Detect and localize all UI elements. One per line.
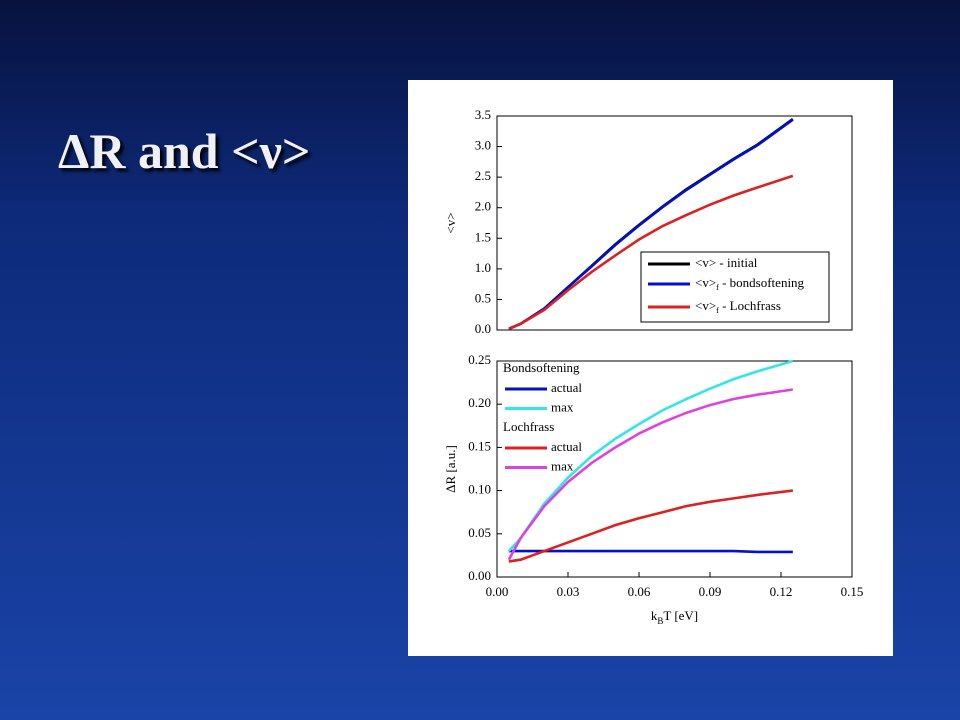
legend-label-part: <v>: [695, 298, 716, 313]
legend-label: <v>f - bondsoftening: [695, 275, 805, 292]
chart-panel: 0.00.51.01.52.02.53.03.5<v><v> - initial…: [408, 80, 893, 656]
y-tick-label: 0.0: [475, 321, 491, 336]
plot-frame: [496, 115, 853, 331]
legend-label-part: - Lochfrass: [719, 298, 781, 313]
y-tick-label: 0.05: [468, 525, 491, 540]
y-tick-label: 2.5: [475, 168, 491, 183]
x-axis-label: kBT [eV]: [651, 608, 698, 626]
y-tick-label: 2.0: [475, 199, 491, 214]
y-tick-label: 1.0: [475, 260, 491, 275]
legend-label-part: - bondsoftening: [719, 275, 805, 290]
legend-label-part: f: [716, 306, 719, 315]
y-tick-label: 0.00: [468, 568, 491, 583]
data-line: [507, 359, 794, 552]
legend-label-part: f: [716, 283, 719, 292]
x-axis-label-part: k: [651, 608, 658, 623]
x-tick-label: 0.15: [841, 584, 864, 599]
x-tick-label: 0.09: [699, 584, 722, 599]
legend-label: actual: [551, 439, 582, 454]
legend-label: max: [551, 399, 574, 414]
y-tick-label: 0.10: [468, 482, 491, 497]
legend-label: <v>f - Lochfrass: [695, 298, 781, 315]
legend-label-part: <v>: [695, 275, 716, 290]
legend-label: max: [551, 458, 574, 473]
y-tick-label: 0.5: [475, 290, 491, 305]
x-tick-label: 0.03: [557, 584, 580, 599]
data-line: [507, 388, 794, 561]
x-tick-label: 0.06: [628, 584, 651, 599]
data-line: [508, 489, 793, 563]
slide-title: ΔR and <ν>: [58, 123, 311, 179]
legend-group-title: Bondsoftening: [503, 360, 580, 375]
legend-label: <v> - initial: [695, 255, 758, 270]
y-tick-label: 0.20: [468, 395, 491, 410]
y-tick-label: 3.0: [475, 138, 491, 153]
data-line: [508, 549, 793, 554]
y-tick-label: 0.25: [468, 352, 491, 367]
y-tick-label: 3.5: [475, 107, 491, 122]
x-axis-label-part: B: [657, 616, 663, 626]
x-axis-label-part: T [eV]: [663, 608, 698, 623]
x-tick-label: 0.00: [486, 584, 509, 599]
legend-label-part: - initial: [716, 255, 758, 270]
legend-label-part: <v>: [695, 255, 716, 270]
y-tick-label: 0.15: [468, 438, 491, 453]
x-tick-label: 0.12: [770, 584, 793, 599]
legend-label: actual: [551, 380, 582, 395]
data-line: [508, 174, 794, 330]
y-tick-label: 1.5: [475, 229, 491, 244]
y-axis-label: <v>: [443, 212, 458, 233]
y-axis-label: ΔR [a.u.]: [443, 445, 458, 493]
legend-group-title: Lochfrass: [503, 419, 554, 434]
plot-frame: [496, 360, 853, 578]
